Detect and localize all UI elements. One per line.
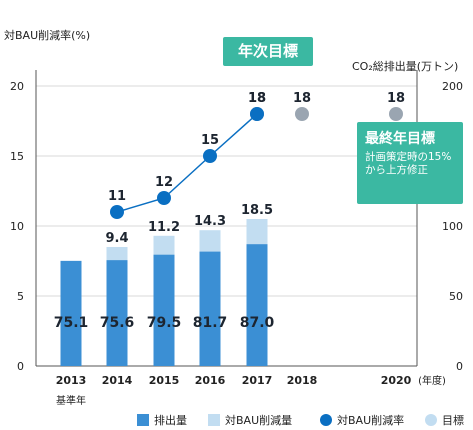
legend-swatch-emissions (137, 414, 149, 426)
gridlines (36, 85, 417, 297)
left-tick-label: 15 (10, 150, 24, 163)
emission-value-label: 87.0 (240, 315, 275, 331)
emission-bar (106, 260, 128, 366)
rate-marker (157, 191, 171, 205)
bau-reduction-value-label: 11.2 (148, 220, 180, 235)
legend-label-emissions: 排出量 (154, 414, 187, 427)
legend-label-target: 目標 (442, 414, 464, 427)
emission-value-label: 81.7 (193, 315, 228, 331)
right-tick-label: 200 (442, 80, 463, 93)
legend-rate: 対BAU削減率 (320, 412, 404, 428)
left-tick-label: 10 (10, 220, 24, 233)
annual-target-callout: 年次目標 (223, 37, 313, 66)
legend-swatch-target (425, 414, 437, 426)
emission-bar (60, 260, 82, 366)
rate-value-label: 12 (155, 175, 173, 190)
x-tick-label: 2013 (56, 374, 87, 387)
final-target-title: 最終年目標 (365, 131, 435, 147)
legend-emissions: 排出量 (137, 412, 187, 428)
x-tick-label: 2015 (149, 374, 180, 387)
legend-swatch-bau-reduction (208, 414, 220, 426)
legend-label-rate: 対BAU削減率 (337, 414, 405, 427)
annual-target-label: 年次目標 (237, 42, 298, 60)
target-value-label: 18 (248, 91, 266, 106)
left-tick-label: 20 (10, 80, 24, 93)
emission-bar (246, 244, 268, 366)
right-tick-label: 0 (456, 360, 463, 373)
emission-value-label: 79.5 (147, 315, 182, 331)
x-tick-label: 2017 (242, 374, 273, 387)
target-marker (389, 107, 403, 121)
final-target-callout: 最終年目標 計画策定時の15%から上方修正 (357, 122, 463, 204)
bars (60, 219, 268, 366)
bau-reduction-value-label: 14.3 (194, 214, 226, 229)
legend-swatch-rate (320, 414, 332, 426)
emission-value-label: 75.6 (100, 315, 135, 331)
left-axis-title: 対BAU削減率(%) (4, 29, 91, 42)
legend-bau-reduction: 対BAU削減量 (208, 412, 292, 428)
right-tick-label: 50 (449, 290, 463, 303)
left-tick-label: 0 (17, 360, 24, 373)
base-year-label: 基準年 (56, 394, 86, 407)
x-tick-label: 2018 (287, 374, 318, 387)
target-marker (295, 107, 309, 121)
x-tick-label: 2016 (195, 374, 226, 387)
data-labels: 75.1 75.6 79.5 81.7 87.0 9.4 11.2 14.3 18.5 18 18 1… (54, 91, 405, 331)
rate-line (110, 107, 403, 219)
bau-reduction-value-label: 18.5 (241, 203, 273, 218)
unit-label: (年度) (418, 374, 446, 387)
rate-marker (110, 205, 124, 219)
emission-bar (199, 251, 221, 366)
x-tick-label: 2020 (381, 374, 412, 387)
rate-line-path (116, 113, 258, 213)
right-tick-label: 100 (442, 220, 463, 233)
rate-marker (250, 107, 264, 121)
x-tick-label: 2014 (102, 374, 133, 387)
right-axis-title: CO₂総排出量(万トン) (352, 60, 459, 73)
legend-target: 目標 (425, 412, 464, 428)
left-tick-label: 5 (17, 290, 24, 303)
rate-value-label: 18 (248, 91, 266, 106)
legend-label-bau-reduction: 対BAU削減量 (225, 414, 293, 427)
final-target-note: 計画策定時の15%から上方修正 (365, 151, 452, 176)
emission-bar (153, 254, 175, 366)
rate-marker (203, 149, 217, 163)
rate-value-label: 15 (201, 133, 219, 148)
emission-value-label: 75.1 (54, 315, 89, 331)
target-value-label: 18 (293, 91, 311, 106)
target-value-label: 18 (387, 91, 405, 106)
rate-value-label: 11 (108, 189, 126, 204)
bau-reduction-value-label: 9.4 (105, 231, 128, 246)
